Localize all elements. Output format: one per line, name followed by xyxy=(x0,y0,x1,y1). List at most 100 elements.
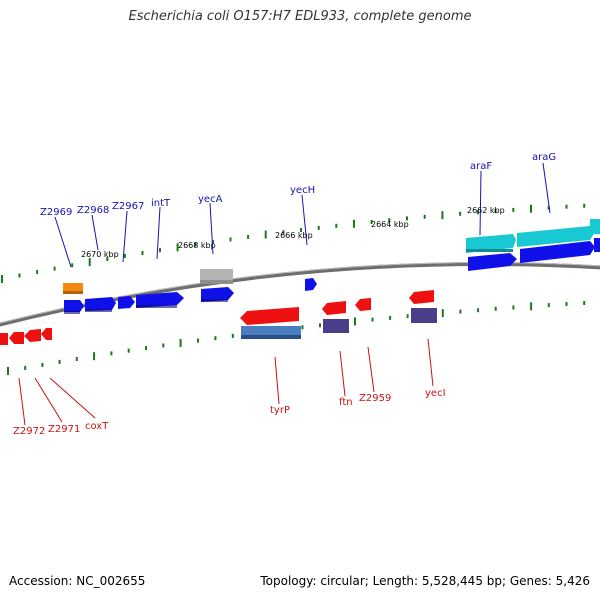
gene-arrow-arag-cds[interactable] xyxy=(468,253,517,271)
gene-label[interactable]: yecI xyxy=(425,388,446,399)
tick-label: 2666 kbp xyxy=(275,231,313,240)
major-tick xyxy=(441,309,444,318)
gene-arrow-z2969[interactable] xyxy=(64,300,84,312)
gene-label[interactable]: araF xyxy=(470,161,492,172)
outer-tick-row xyxy=(1,203,586,283)
minor-tick xyxy=(41,362,44,367)
minor-tick xyxy=(300,228,302,232)
minor-tick xyxy=(459,309,462,314)
minor-tick xyxy=(214,336,217,341)
minor-tick xyxy=(512,207,515,212)
gene-arrow-z2971[interactable] xyxy=(9,332,24,344)
gene-arrow-intt[interactable] xyxy=(136,292,184,308)
minor-tick xyxy=(123,253,126,258)
rrna-arrow-arag[interactable] xyxy=(517,226,595,247)
minor-tick xyxy=(141,251,144,255)
gene-label[interactable]: tyrP xyxy=(270,405,290,416)
minor-tick xyxy=(18,273,21,278)
minor-tick xyxy=(477,308,480,313)
tick-label: 2662 kbp xyxy=(467,206,505,215)
gene-label[interactable]: araG xyxy=(532,152,556,163)
gene-label[interactable]: Z2971 xyxy=(48,424,80,435)
gene-arrow-yech[interactable] xyxy=(305,278,317,291)
pseudogene-feature[interactable] xyxy=(200,269,233,283)
major-tick xyxy=(264,230,267,239)
minor-tick xyxy=(389,315,392,320)
gene-label[interactable]: Z2959 xyxy=(359,393,391,404)
gene-label[interactable]: Z2969 xyxy=(40,207,72,218)
gene-label[interactable]: Z2968 xyxy=(77,205,109,216)
minor-tick xyxy=(583,301,586,305)
major-tick xyxy=(179,339,182,347)
tick-label: 2664 kbp xyxy=(371,220,409,229)
genome-title: Escherichia coli O157:H7 EDL933, complet… xyxy=(128,9,472,24)
minor-tick xyxy=(197,338,199,343)
minor-tick xyxy=(145,346,147,351)
minor-tick xyxy=(335,223,338,228)
gene-label[interactable]: intT xyxy=(151,198,171,209)
gene-arrow-ftn[interactable] xyxy=(322,301,346,315)
minor-tick xyxy=(229,237,232,242)
gene-arrow-yeca[interactable] xyxy=(201,287,234,302)
minor-tick xyxy=(371,317,374,322)
gene-label[interactable]: Z2972 xyxy=(13,426,45,437)
accession-label: Accession: NC_002655 xyxy=(9,574,146,588)
minor-tick xyxy=(75,357,78,361)
rrna-arrow-araf[interactable] xyxy=(466,234,516,253)
minor-tick xyxy=(24,365,27,370)
gene-arrow-z2968[interactable] xyxy=(85,297,116,311)
gene-arrow-coxt-a[interactable] xyxy=(24,329,41,342)
gene-arrow-z2959[interactable] xyxy=(355,298,371,311)
minor-tick xyxy=(547,205,550,210)
minor-tick xyxy=(159,248,161,253)
major-tick xyxy=(88,258,91,267)
minor-tick xyxy=(282,230,285,235)
gene-arrow-yeci[interactable] xyxy=(409,290,434,304)
genome-backbone xyxy=(0,261,600,327)
gene-label[interactable]: yecA xyxy=(198,194,223,205)
minor-tick xyxy=(247,234,250,239)
minor-tick xyxy=(406,314,409,319)
minor-tick xyxy=(423,214,426,219)
minor-tick xyxy=(211,239,214,244)
major-tick xyxy=(1,275,3,283)
minor-tick xyxy=(547,303,550,308)
gene-arrow-araf-cds[interactable] xyxy=(520,241,595,263)
forward-strand xyxy=(63,219,600,314)
gene-label[interactable]: ftn xyxy=(339,397,353,408)
major-tick xyxy=(530,204,532,213)
reverse-strand xyxy=(0,290,437,345)
gene-label[interactable]: coxT xyxy=(85,421,109,432)
minor-tick xyxy=(583,203,586,208)
tick-label: 2670 kbp xyxy=(81,250,119,259)
major-tick xyxy=(354,317,356,326)
trna-feature[interactable] xyxy=(63,283,83,294)
minor-tick xyxy=(512,305,515,310)
minor-tick xyxy=(162,343,165,348)
misc-feature-yeci[interactable] xyxy=(411,308,437,323)
minor-tick xyxy=(370,220,373,224)
misc-feature-ftn[interactable] xyxy=(323,319,349,333)
minor-tick xyxy=(53,266,56,271)
tick-label: 2668 kbp xyxy=(178,241,216,250)
gene-label[interactable]: yecH xyxy=(290,185,315,196)
minor-tick xyxy=(301,325,304,330)
minor-tick xyxy=(110,351,113,356)
minor-tick xyxy=(319,323,321,328)
minor-tick xyxy=(58,359,61,364)
minor-tick xyxy=(317,225,320,230)
gene-arrow-tyrp[interactable] xyxy=(240,307,299,325)
minor-tick xyxy=(127,348,130,353)
topology-label: Topology: circular; Length: 5,528,445 bp… xyxy=(260,574,590,588)
major-tick xyxy=(7,367,9,375)
gene-arrow-coxt[interactable] xyxy=(41,328,52,340)
gene-arrow-z2967[interactable] xyxy=(118,296,135,309)
gene-label[interactable]: Z2967 xyxy=(112,201,144,212)
minor-tick xyxy=(565,302,568,306)
minor-tick xyxy=(194,242,197,247)
minor-tick xyxy=(494,306,497,311)
minor-tick xyxy=(476,210,479,215)
gene-arrow-z2972[interactable] xyxy=(0,333,8,345)
